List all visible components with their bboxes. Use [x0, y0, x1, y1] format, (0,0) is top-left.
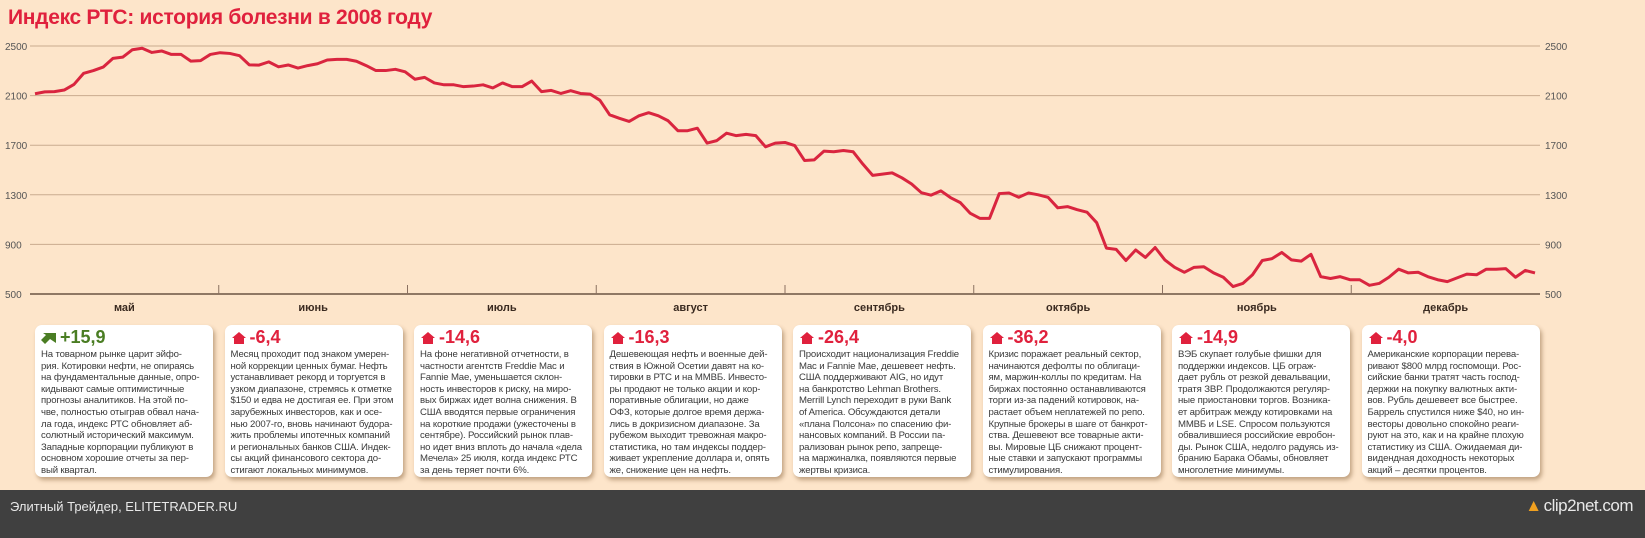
y-tick-label-left: 1300 — [5, 191, 28, 202]
arrow-down-icon — [231, 331, 247, 345]
change-percent: -36,2 — [1007, 327, 1049, 347]
y-tick-label-right: 900 — [1545, 240, 1562, 251]
chart-title: Индекс РТС: история болезни в 2008 году — [8, 6, 433, 29]
change-value: -16,3 — [610, 327, 670, 348]
month-card: -26,4 Происходит национализация Freddie M… — [793, 325, 971, 477]
month-card: -16,3 Дешевеющая нефть и военные дей- ств… — [603, 325, 782, 477]
y-tick-label-left: 500 — [5, 290, 22, 301]
card-text: Американские корпорации перева- ривают $… — [1367, 349, 1525, 476]
card-text: Происходит национализация Freddie Mac и … — [799, 349, 959, 476]
month-card: -36,2 Кризис поражает реальный сектор, на… — [982, 325, 1161, 477]
change-value: -36,2 — [989, 327, 1049, 348]
month-cards: +15,9 На товарном рынке царит эйфо- рия. … — [35, 325, 1545, 480]
y-tick-label-right: 1300 — [1545, 191, 1568, 202]
y-tick-label-left: 1700 — [5, 141, 28, 152]
change-percent: -6,4 — [249, 327, 281, 347]
change-percent: -14,9 — [1197, 327, 1239, 347]
card-text: Месяц проходит под знаком умерен- ной ко… — [230, 349, 394, 476]
month-label: сентябрь — [854, 302, 905, 314]
rts-index-line — [34, 46, 1536, 289]
change-value: -14,9 — [1178, 327, 1238, 348]
arrow-down-icon — [1368, 331, 1384, 345]
month-card: -6,4 Месяц проходит под знаком умерен- но… — [224, 325, 403, 477]
arrow-down-icon — [1178, 331, 1194, 345]
logo-arrow-icon: ▲ — [1525, 496, 1542, 515]
change-value: -14,6 — [420, 327, 480, 348]
arrow-down-icon — [799, 331, 815, 345]
month-label: май — [114, 302, 135, 314]
arrow-down-icon — [989, 331, 1005, 345]
y-tick-label-left: 2500 — [5, 42, 28, 53]
change-value: +15,9 — [41, 327, 106, 348]
logo-text: clip2net.com — [1543, 496, 1634, 515]
change-percent: -14,6 — [439, 327, 481, 347]
month-label: октябрь — [1046, 302, 1091, 314]
card-text: На фоне негативной отчетности, в частнос… — [420, 349, 582, 476]
card-text: ВЭБ скупает голубые фишки для поддержки … — [1178, 349, 1339, 476]
arrow-down-icon — [420, 331, 436, 345]
arrow-up-icon — [41, 331, 57, 345]
month-label: ноябрь — [1237, 302, 1277, 314]
month-card: -14,9 ВЭБ скупает голубые фишки для подде… — [1172, 325, 1350, 477]
change-percent: +15,9 — [60, 327, 106, 347]
y-tick-label-left: 2100 — [5, 92, 28, 103]
month-label: июль — [487, 302, 517, 314]
card-text: Кризис поражает реальный сектор, начинаю… — [988, 349, 1148, 476]
change-value: -4,0 — [1368, 327, 1418, 348]
change-percent: -26,4 — [818, 327, 860, 347]
y-tick-label-right: 2500 — [1545, 42, 1568, 53]
month-card: +15,9 На товарном рынке царит эйфо- рия. … — [35, 325, 213, 477]
change-value: -26,4 — [799, 327, 859, 348]
change-percent: -16,3 — [628, 327, 670, 347]
footer: Элитный Трейдер, ELITETRADER.RU ▲ clip2ne… — [0, 490, 1645, 538]
arrow-down-icon — [610, 331, 626, 345]
month-label: декабрь — [1423, 302, 1468, 314]
rts-index-line-chart: 2500 2500 2100 2100 1700 1700 1300 1300 900 900 50… — [5, 42, 1568, 314]
y-tick-label-right: 2100 — [1545, 92, 1568, 103]
month-card: -14,6 На фоне негативной отчетности, в ча… — [414, 325, 592, 477]
y-tick-label-right: 500 — [1545, 290, 1562, 301]
change-percent: -4,0 — [1386, 327, 1418, 347]
card-text: Дешевеющая нефть и военные дей- ствия в … — [609, 349, 770, 476]
footer-source: Элитный Трейдер, ELITETRADER.RU — [10, 499, 238, 514]
clip2net-logo[interactable]: ▲ clip2net.com — [1525, 496, 1633, 516]
y-tick-label-right: 1700 — [1545, 141, 1568, 152]
change-value: -6,4 — [231, 327, 281, 348]
card-text: На товарном рынке царит эйфо- рия. Котир… — [41, 349, 200, 476]
month-label: июнь — [298, 302, 328, 314]
month-card: -4,0 Американские корпорации перева- рива… — [1361, 325, 1540, 477]
month-label: август — [673, 302, 708, 314]
y-tick-label-left: 900 — [5, 240, 22, 251]
